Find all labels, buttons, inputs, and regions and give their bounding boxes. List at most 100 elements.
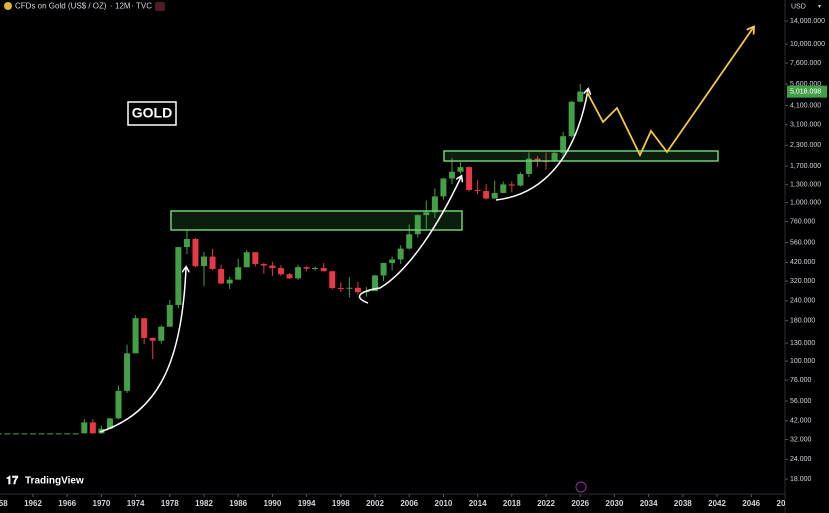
x-tick-label: 1990 <box>264 499 282 508</box>
y-tick-label: 42.000 <box>790 418 812 425</box>
candle-body <box>141 318 148 338</box>
x-tick-label: 2030 <box>606 499 624 508</box>
branding: 𝟏𝟕 TradingView <box>6 475 587 493</box>
x-tick-label: 1982 <box>195 499 213 508</box>
symbol-icon <box>4 2 12 10</box>
y-tick-label: 5,600.000 <box>790 81 821 88</box>
x-tick-label: 1966 <box>58 499 76 508</box>
y-tick-label: 130.000 <box>790 340 815 347</box>
candle-body <box>346 287 353 289</box>
candle-body <box>483 191 490 199</box>
candle-body <box>500 184 507 193</box>
time-axis: 1958 1962 1966 1970 1974 1978 1982 1986 1990 1994… <box>0 494 785 508</box>
last-price-label: 5,018.098 <box>790 88 821 95</box>
separator: · <box>131 2 134 11</box>
projection-line <box>586 28 753 158</box>
currency-box <box>787 1 827 12</box>
candle-body <box>0 433 2 435</box>
candle-body <box>303 267 310 269</box>
candle-body <box>243 252 250 268</box>
x-tick-label: 1974 <box>127 499 145 508</box>
candle-body <box>517 173 524 186</box>
y-tick-label: 76.000 <box>790 377 812 384</box>
x-tick-label: 2042 <box>708 499 726 508</box>
candle-body <box>397 248 404 260</box>
x-tick-label: 2022 <box>537 499 555 508</box>
x-tick-label: 2034 <box>640 499 658 508</box>
trend-arrow <box>99 268 186 433</box>
y-tick-label: 2,300.000 <box>790 142 821 149</box>
candle-body <box>166 304 173 327</box>
currency-dropdown[interactable]: ▾ <box>818 4 821 10</box>
y-tick-label: 180.000 <box>790 317 815 324</box>
candle-body <box>124 353 131 391</box>
candle-body <box>277 268 284 275</box>
currency: USD <box>791 3 806 10</box>
y-tick-label: 24.000 <box>790 456 812 463</box>
candle-body <box>21 433 28 435</box>
candle-body <box>372 275 379 292</box>
candle-body <box>320 267 327 272</box>
candle-body <box>380 262 387 276</box>
y-tick-label: 1,700.000 <box>790 163 821 170</box>
candle-body <box>89 422 96 434</box>
separator: · <box>110 2 113 11</box>
badge <box>155 2 165 11</box>
candle-body <box>12 433 19 435</box>
resistance-zone <box>170 210 463 231</box>
candle-body <box>389 259 396 263</box>
candle-body <box>448 171 455 179</box>
x-tick-label: 2006 <box>400 499 418 508</box>
last-price-box <box>787 85 827 98</box>
candle-body <box>183 239 190 248</box>
candle-body <box>474 189 481 192</box>
interval: 12M <box>115 2 131 11</box>
y-tick-label: 10,000.000 <box>790 41 825 48</box>
candle-body <box>175 247 182 305</box>
candle-body <box>235 267 242 280</box>
candle-body <box>47 433 54 435</box>
x-tick-label: 2026 <box>571 499 589 508</box>
y-tick-label: 32.000 <box>790 436 812 443</box>
candle-body <box>568 101 575 137</box>
candle-body <box>286 274 293 279</box>
y-tick-label: 4,100.000 <box>790 102 821 109</box>
candle-body <box>269 265 276 269</box>
price-axis: 14,000.000 10,000.000 7,600.000 5,600.000 4,… <box>785 18 827 483</box>
y-tick-label: 1,300.000 <box>790 181 821 188</box>
candle-body <box>158 326 165 341</box>
x-tick-label: 1998 <box>332 499 350 508</box>
candle-body <box>534 158 541 162</box>
y-tick-label: 420.000 <box>790 259 815 266</box>
trend-arrow <box>495 90 588 201</box>
candle-body <box>329 271 336 289</box>
candle-body <box>209 256 216 269</box>
x-tick-label: 2018 <box>503 499 521 508</box>
candle-body <box>218 268 225 284</box>
x-tick-label: 1978 <box>161 499 179 508</box>
candle-body <box>252 252 259 264</box>
candle-body <box>354 287 361 293</box>
x-tick-label: 2046 <box>742 499 760 508</box>
x-tick-label: 2002 <box>366 499 384 508</box>
x-tick-label: 2010 <box>435 499 453 508</box>
candle-body <box>55 433 62 435</box>
plot-area <box>0 84 584 435</box>
candle-body <box>192 239 199 267</box>
brand-logo: 𝟏𝟕 <box>6 475 19 487</box>
candle-body <box>457 167 464 172</box>
y-tick-label: 320.000 <box>790 278 815 285</box>
candle-body <box>406 234 413 249</box>
drawings: GOLD <box>99 28 753 433</box>
x-tick-label: 2014 <box>469 499 487 508</box>
candle-body <box>81 422 88 434</box>
candle-body <box>337 288 344 290</box>
candle-body <box>551 152 558 162</box>
candle-body <box>132 318 139 354</box>
resistance-zone <box>443 150 719 162</box>
event-icon[interactable] <box>575 481 587 493</box>
y-tick-label: 240.000 <box>790 298 815 305</box>
symbol-title: CFDs on Gold (US$ / OZ) <box>15 2 107 11</box>
candle-body <box>64 433 71 435</box>
